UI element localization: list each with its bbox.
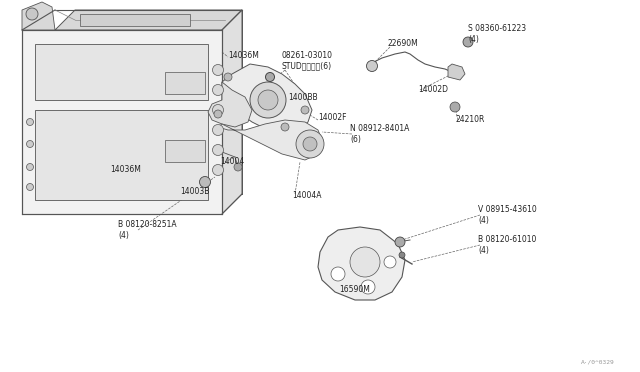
Circle shape <box>212 105 223 115</box>
Text: 24210R: 24210R <box>456 115 485 125</box>
Polygon shape <box>222 10 242 214</box>
Circle shape <box>450 102 460 112</box>
Circle shape <box>212 164 223 176</box>
Text: 16590M: 16590M <box>340 285 371 295</box>
Circle shape <box>214 110 222 118</box>
Polygon shape <box>165 72 205 94</box>
Circle shape <box>281 123 289 131</box>
Circle shape <box>224 73 232 81</box>
Circle shape <box>234 163 242 171</box>
Text: B 08120-8251A
(4): B 08120-8251A (4) <box>118 220 177 240</box>
Polygon shape <box>22 30 222 214</box>
Circle shape <box>212 144 223 155</box>
Circle shape <box>212 125 223 135</box>
Circle shape <box>200 176 211 187</box>
Text: 14036M: 14036M <box>110 164 141 173</box>
Polygon shape <box>165 140 205 162</box>
Circle shape <box>463 37 473 47</box>
Text: 14004: 14004 <box>220 157 244 167</box>
Text: 14004A: 14004A <box>292 190 321 199</box>
Polygon shape <box>318 227 405 300</box>
Polygon shape <box>35 110 208 200</box>
Circle shape <box>395 237 405 247</box>
Circle shape <box>367 61 378 71</box>
Circle shape <box>212 84 223 96</box>
Polygon shape <box>55 10 242 30</box>
Text: 22690M: 22690M <box>388 39 419 48</box>
Circle shape <box>384 256 396 268</box>
Circle shape <box>296 130 324 158</box>
Circle shape <box>361 280 375 294</box>
Text: V 08915-43610
(4): V 08915-43610 (4) <box>478 205 537 225</box>
Polygon shape <box>208 82 252 127</box>
Polygon shape <box>80 14 190 26</box>
Circle shape <box>266 73 275 81</box>
Polygon shape <box>448 64 465 80</box>
Text: B 08120-61010
(4): B 08120-61010 (4) <box>478 235 536 255</box>
Circle shape <box>26 119 33 125</box>
Circle shape <box>212 64 223 76</box>
Circle shape <box>258 90 278 110</box>
Text: 1400BB: 1400BB <box>288 93 317 103</box>
Text: 08261-03010
STUDスタッド(6): 08261-03010 STUDスタッド(6) <box>282 51 333 70</box>
Circle shape <box>26 141 33 148</box>
Text: 14002D: 14002D <box>418 86 448 94</box>
Polygon shape <box>35 44 208 100</box>
Polygon shape <box>222 64 312 134</box>
Text: N 08912-8401A
(6): N 08912-8401A (6) <box>350 124 410 144</box>
Circle shape <box>26 164 33 170</box>
Circle shape <box>303 137 317 151</box>
Text: 14003B: 14003B <box>180 187 209 196</box>
Circle shape <box>399 252 405 258</box>
Circle shape <box>250 82 286 118</box>
Circle shape <box>26 8 38 20</box>
Text: 14036M: 14036M <box>228 51 259 60</box>
Polygon shape <box>22 2 55 30</box>
Circle shape <box>331 267 345 281</box>
Circle shape <box>350 247 380 277</box>
Polygon shape <box>218 120 322 160</box>
Text: S 08360-61223
(4): S 08360-61223 (4) <box>468 24 526 44</box>
Text: 14002F: 14002F <box>318 112 346 122</box>
Text: A·/0^0329: A·/0^0329 <box>581 359 615 364</box>
Circle shape <box>26 183 33 190</box>
Circle shape <box>301 106 309 114</box>
